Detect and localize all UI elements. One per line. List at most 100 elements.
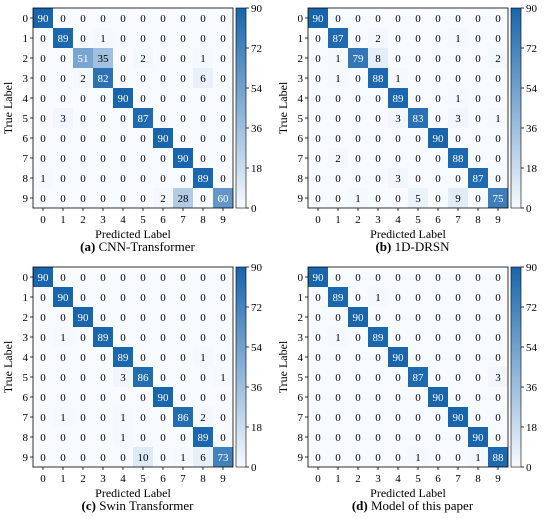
cell-value-label: 87 [413, 372, 425, 384]
matrix-cell [428, 447, 448, 467]
matrix-cell [193, 88, 213, 108]
cell-value-label: 0 [495, 272, 501, 284]
x-tick-label: 1 [335, 473, 341, 485]
matrix-cell [193, 307, 213, 327]
cell-value-label: 87 [138, 113, 150, 125]
cell-value-label: 3 [495, 372, 501, 384]
matrix-cell [408, 28, 428, 48]
cell-value-label: 0 [355, 173, 361, 185]
matrix-cell [348, 108, 368, 128]
cell-value-label: 0 [100, 292, 106, 304]
matrix-cell [448, 28, 468, 48]
cell-value-label: 0 [160, 53, 166, 65]
cell-value-label: 0 [140, 173, 146, 185]
cell-value-label: 2 [80, 73, 86, 85]
matrix-cell [408, 447, 428, 467]
matrix-cell [448, 8, 468, 28]
cell-value-label: 0 [475, 153, 481, 165]
matrix-cell [153, 287, 173, 307]
matrix-cell [173, 287, 193, 307]
cell-value-label: 0 [160, 432, 166, 444]
x-tick-label: 5 [415, 473, 421, 485]
matrix-cell [408, 307, 428, 327]
x-tick-label: 2 [80, 473, 86, 485]
matrix-cell [213, 168, 233, 188]
cell-value-label: 90 [158, 133, 170, 145]
cell-value-label: 0 [220, 33, 226, 45]
cell-value-label: 0 [200, 153, 206, 165]
matrix-cell [33, 347, 53, 367]
cell-value-label: 0 [140, 133, 146, 145]
matrix-cell [213, 427, 233, 447]
matrix-cell [113, 367, 133, 387]
cell-value-label: 0 [455, 133, 461, 145]
cell-value-label: 0 [415, 93, 421, 105]
cell-value-label: 0 [180, 332, 186, 344]
matrix-cell [153, 8, 173, 28]
matrix-cell [113, 447, 133, 467]
x-tick-label: 4 [120, 214, 126, 226]
matrix-cell [368, 307, 388, 327]
cell-value-label: 0 [375, 392, 381, 404]
y-tick-label: 3 [23, 332, 29, 344]
colorbar-tick-label: 18 [526, 422, 538, 434]
cell-value-label: 90 [473, 432, 485, 444]
matrix-cell [53, 347, 73, 367]
matrix-cell [173, 347, 193, 367]
matrix-cell [388, 168, 408, 188]
matrix-cell [368, 427, 388, 447]
cell-value-label: 0 [395, 452, 401, 464]
cell-value-label: 0 [40, 93, 46, 105]
matrix-cell [488, 307, 508, 327]
cell-value-label: 1 [220, 372, 226, 384]
matrix-cell [73, 387, 93, 407]
matrix-cell [53, 188, 73, 208]
matrix-cell [153, 267, 173, 287]
cell-value-label: 0 [120, 33, 126, 45]
cell-value-label: 0 [60, 193, 66, 205]
cell-value-label: 0 [375, 272, 381, 284]
cell-value-label: 0 [495, 33, 501, 45]
cell-value-label: 0 [80, 33, 86, 45]
colorbar-tick-label: 90 [526, 262, 538, 274]
cell-value-label: 0 [395, 53, 401, 65]
cell-value-label: 1 [475, 452, 481, 464]
cell-value-label: 0 [415, 153, 421, 165]
cell-value-label: 1 [335, 332, 341, 344]
cell-value-label: 0 [160, 352, 166, 364]
caption-text: Model of this paper [367, 498, 474, 513]
matrix-cell [388, 427, 408, 447]
cell-value-label: 0 [315, 193, 321, 205]
y-tick-label: 5 [298, 113, 304, 125]
cell-value-label: 0 [435, 33, 441, 45]
cell-value-label: 0 [495, 93, 501, 105]
cell-value-label: 0 [140, 33, 146, 45]
x-tick-label: 2 [355, 473, 361, 485]
matrix-cell [488, 447, 508, 467]
matrix-cell [213, 28, 233, 48]
cell-value-label: 0 [355, 432, 361, 444]
cell-value-label: 0 [40, 153, 46, 165]
cell-value-label: 2 [495, 53, 501, 65]
matrix-cell [488, 267, 508, 287]
panel-cnn-transformer: 90 0 0 0 0 0 0 0 0 0 0 89 0 1 0 0 0 0 0 0 0 0 51 35 0 2 0 0 1 0 0 0 2 82 0… [0, 0, 275, 259]
matrix-cell [73, 407, 93, 427]
cell-value-label: 2 [335, 153, 341, 165]
cell-value-label: 0 [495, 173, 501, 185]
cell-value-label: 0 [200, 193, 206, 205]
matrix-cell [153, 88, 173, 108]
matrix-cell [73, 108, 93, 128]
cell-value-label: 6 [200, 452, 206, 464]
matrix-cell [113, 347, 133, 367]
matrix-cell [428, 307, 448, 327]
cell-value-label: 0 [315, 153, 321, 165]
panel-1d-drsn: 90 0 0 0 0 0 0 0 0 0 0 87 0 2 0 0 0 1 0 0 0 1 79 8 0 0 0 0 0 2 0 1 0 88 1 0… [275, 0, 550, 259]
cell-value-label: 0 [315, 352, 321, 364]
cell-value-label: 1 [455, 93, 461, 105]
matrix-cell [328, 168, 348, 188]
matrix-cell [428, 48, 448, 68]
matrix-cell [33, 108, 53, 128]
cell-value-label: 0 [220, 153, 226, 165]
matrix-cell [133, 68, 153, 88]
matrix-cell [488, 347, 508, 367]
